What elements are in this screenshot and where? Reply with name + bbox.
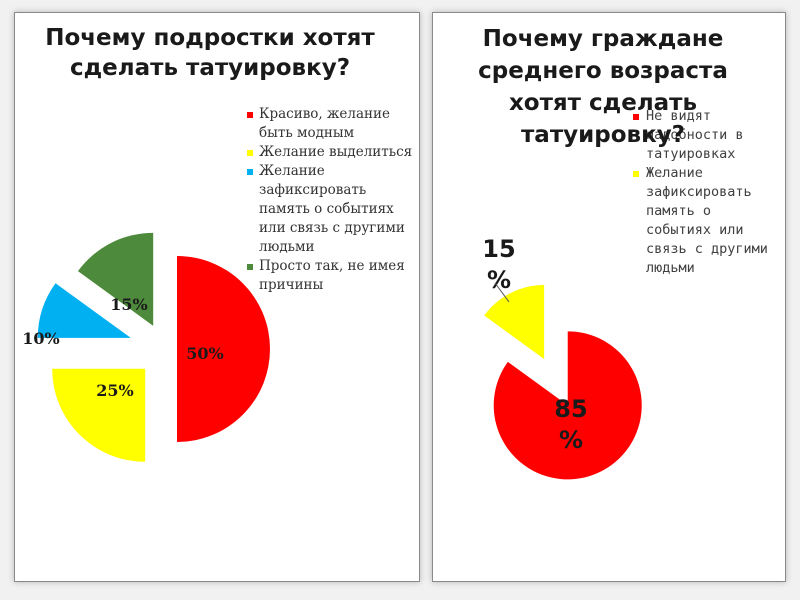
data-label: 15% bbox=[110, 295, 147, 314]
legend-item: Желание выделиться bbox=[247, 143, 417, 162]
legend-swatch bbox=[247, 169, 253, 175]
pie-slice bbox=[37, 283, 131, 338]
legend-swatch bbox=[247, 150, 253, 156]
right-pie-chart: 85 % 15% bbox=[482, 235, 642, 480]
pie-slice bbox=[77, 232, 154, 326]
legend-item: Желание зафиксировать память о событиях … bbox=[633, 164, 783, 278]
left-chart-panel: 50% 25% 10% 15% Почему подростки хотят сдел… bbox=[14, 12, 420, 582]
pie-slice bbox=[493, 331, 642, 480]
legend-swatch bbox=[247, 264, 253, 270]
legend-label: Красиво, желание быть модным bbox=[259, 106, 391, 141]
left-chart-legend: Красиво, желание быть модным Желание выд… bbox=[247, 105, 417, 295]
legend-label: Желание зафиксировать память о событиях … bbox=[259, 163, 405, 255]
data-label: 10% bbox=[22, 329, 59, 348]
pie-slice bbox=[177, 256, 270, 442]
pie-slice bbox=[52, 368, 146, 462]
legend-item: Просто так, не имея причины bbox=[247, 257, 417, 295]
legend-label: Желание зафиксировать память о событиях … bbox=[646, 165, 768, 276]
right-chart-legend: Не видят надобности в татуировках Желани… bbox=[633, 107, 783, 278]
legend-label: Просто так, не имея причины bbox=[259, 258, 405, 293]
legend-item: Желание зафиксировать память о событиях … bbox=[247, 162, 417, 257]
right-chart-panel: 85% 15% Не видят надобности в татуировках… bbox=[432, 12, 786, 582]
legend-item: Не видят надобности в татуировках bbox=[633, 107, 783, 164]
right-chart-title: Почему граждане среднего возраста хотят … bbox=[478, 26, 728, 148]
legend-swatch bbox=[633, 171, 639, 177]
legend-label: Не видят надобности в татуировках bbox=[646, 108, 744, 162]
leader-line bbox=[494, 282, 510, 303]
legend-item: Красиво, желание быть модным bbox=[247, 105, 417, 143]
legend-label: Желание выделиться bbox=[259, 144, 413, 160]
data-label: 25% bbox=[96, 381, 133, 400]
data-label: 85% bbox=[554, 395, 587, 454]
legend-swatch bbox=[247, 112, 253, 118]
legend-swatch bbox=[633, 114, 639, 120]
pie-slice bbox=[484, 285, 545, 360]
left-pie-chart: 50% 25% 10% 15% bbox=[22, 232, 270, 462]
left-chart-title: Почему подростки хотят сделать татуировк… bbox=[45, 25, 375, 81]
data-label: 50% bbox=[186, 344, 223, 363]
data-label: 15% bbox=[482, 235, 515, 294]
